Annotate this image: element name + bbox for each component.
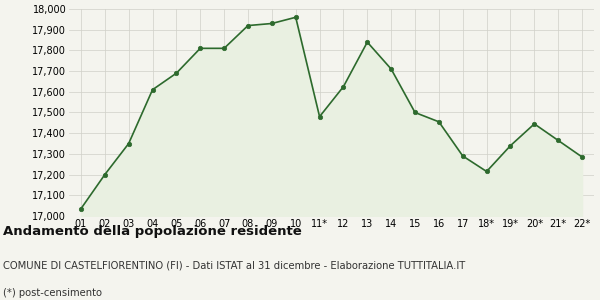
Text: (*) post-censimento: (*) post-censimento	[3, 288, 102, 298]
Text: COMUNE DI CASTELFIORENTINO (FI) - Dati ISTAT al 31 dicembre - Elaborazione TUTTI: COMUNE DI CASTELFIORENTINO (FI) - Dati I…	[3, 261, 465, 271]
Text: Andamento della popolazione residente: Andamento della popolazione residente	[3, 225, 302, 238]
